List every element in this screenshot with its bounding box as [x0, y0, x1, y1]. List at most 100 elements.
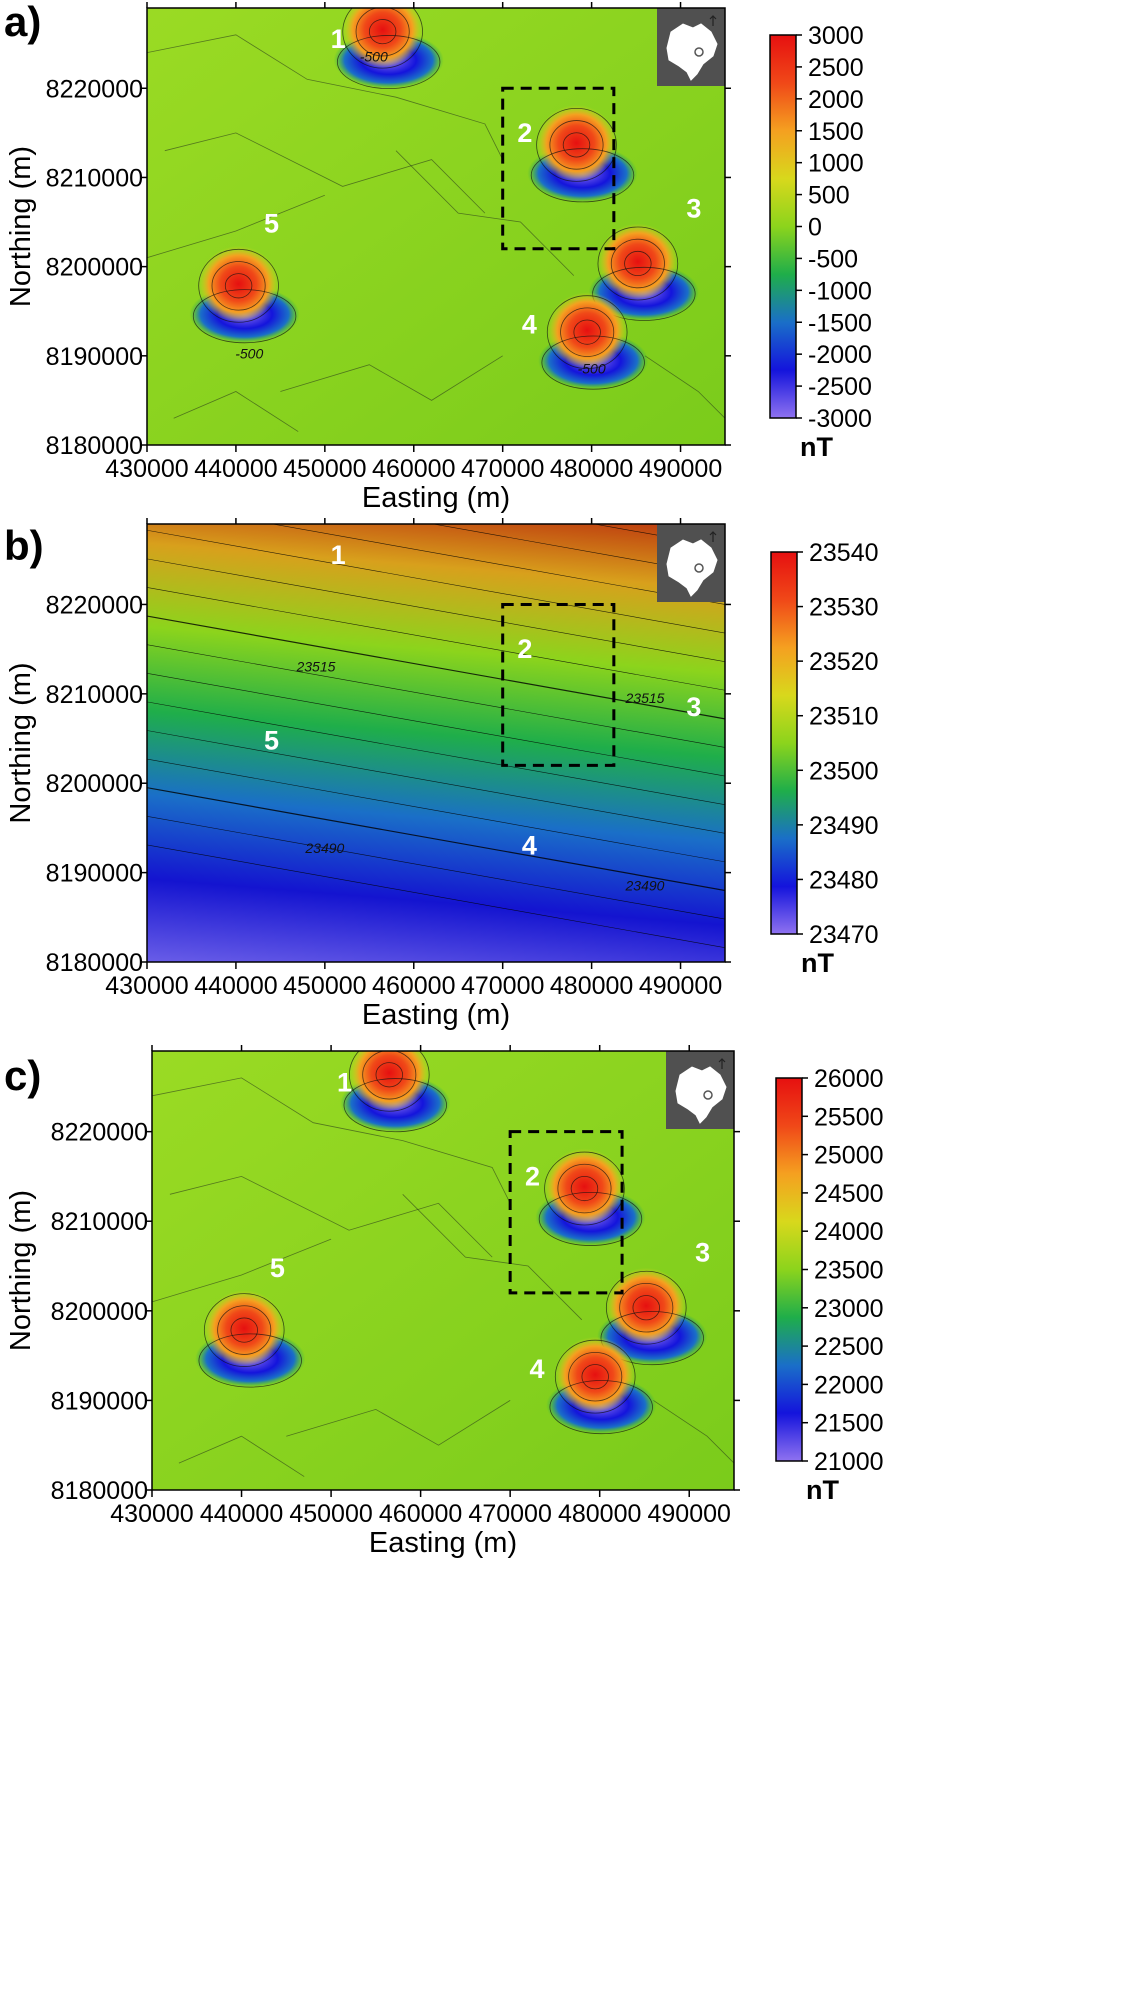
anomaly-high	[204, 1290, 285, 1367]
x-tick-label: 430000	[105, 455, 188, 483]
contour-line	[573, 319, 601, 345]
x-tick-label: 430000	[110, 1500, 193, 1528]
colorbar-unit: nT	[801, 948, 834, 978]
contour-line	[395, 150, 575, 276]
contour-line	[402, 1194, 583, 1321]
colorbar-tick-label: 23480	[809, 866, 879, 894]
colorbar-unit: nT	[800, 432, 833, 462]
contour-line	[230, 1317, 258, 1343]
contour-label: 23490	[304, 840, 344, 856]
study-area-box	[501, 86, 616, 251]
contour-line	[152, 1077, 511, 1204]
contour-line	[147, 787, 725, 892]
x-tick-label: 470000	[468, 1500, 551, 1528]
contour-line	[203, 1293, 285, 1367]
contour-line	[147, 615, 725, 720]
map-area: 23515 23515 23490 23490 1 2 3 4 5	[147, 524, 725, 962]
colorbar-tick-label: 2500	[808, 54, 864, 82]
contour-line	[644, 355, 725, 419]
colorbar-tick-label: 3000	[808, 22, 864, 50]
colorbar	[775, 1077, 803, 1462]
contour-line	[217, 1305, 272, 1355]
contour-line	[147, 558, 725, 662]
colorbar-tick-label: -3000	[808, 405, 872, 433]
zone-label: 3	[695, 1238, 710, 1268]
contour-line	[546, 295, 628, 370]
anomaly-high	[547, 292, 628, 369]
contour-line	[544, 1151, 625, 1226]
anomaly	[527, 104, 638, 203]
zone-label: 4	[529, 1354, 544, 1384]
contour-line	[605, 1270, 687, 1345]
contour-line	[152, 1238, 332, 1303]
contour-label: -500	[360, 49, 388, 65]
contour-line	[147, 529, 725, 634]
anomaly	[189, 245, 300, 344]
contour-line	[286, 1400, 511, 1446]
contour-line	[597, 226, 679, 301]
contour-line	[355, 8, 410, 57]
zone-label: 2	[517, 634, 532, 664]
contour-line	[147, 672, 725, 777]
anomaly-high	[544, 1148, 625, 1225]
contour-line	[147, 701, 725, 805]
zone-label: 3	[686, 194, 701, 224]
panel-label: b)	[4, 522, 44, 569]
contour-line	[368, 19, 397, 45]
x-axis-label: Easting (m)	[362, 999, 510, 1031]
colorbar-tick-label: 23470	[809, 921, 879, 949]
colorbar-tick-label: -1500	[808, 309, 872, 337]
locator-inset	[666, 1051, 734, 1129]
x-axis-label: Easting (m)	[362, 482, 510, 514]
x-tick-label: 480000	[550, 455, 633, 483]
anomaly	[340, 1051, 451, 1133]
colorbar-tick-label: 22500	[814, 1333, 884, 1361]
north-arrow-icon	[718, 1058, 726, 1069]
plot-frame	[146, 7, 726, 446]
y-tick-label: 8180000	[46, 949, 143, 977]
contour-line	[557, 1163, 612, 1214]
contour-line	[164, 132, 486, 214]
colorbar-tick-label: 1500	[808, 118, 864, 146]
location-marker-icon	[694, 563, 704, 573]
colorbar	[770, 551, 798, 935]
x-tick-label: 460000	[372, 972, 455, 1000]
zone-label: 5	[270, 1253, 285, 1283]
brazil-map-icon	[675, 1066, 727, 1124]
contour-line	[568, 1351, 623, 1402]
contour-line	[342, 8, 423, 69]
x-tick-label: 430000	[105, 972, 188, 1000]
contour-line	[536, 107, 617, 182]
anomaly	[333, 8, 444, 90]
contour-line	[224, 273, 253, 299]
contour-line	[530, 148, 635, 203]
plot-frame	[151, 1050, 735, 1491]
contour-line	[632, 1295, 660, 1321]
colorbar-tick-label: 21000	[814, 1448, 884, 1476]
y-tick-label: 8220000	[51, 1119, 148, 1147]
zone-label: 5	[264, 209, 279, 239]
y-tick-label: 8200000	[46, 254, 143, 282]
anomaly	[195, 1290, 306, 1388]
y-tick-label: 8220000	[46, 591, 143, 619]
zone-label: 4	[522, 831, 537, 861]
contour-line	[343, 1078, 447, 1133]
contour-line	[619, 1282, 674, 1333]
anomaly	[535, 1148, 646, 1246]
location-marker-icon	[694, 47, 704, 57]
contour-line	[348, 1051, 430, 1112]
x-tick-label: 490000	[648, 1500, 731, 1528]
zone-label: 2	[517, 118, 532, 148]
location-marker-icon	[703, 1090, 713, 1100]
study-area-box	[501, 602, 616, 767]
colorbar-tick-label: 23520	[809, 648, 879, 676]
contour-line	[280, 355, 503, 401]
colorbar-tick-label: 500	[808, 182, 850, 210]
x-tick-label: 440000	[194, 972, 277, 1000]
colorbar-tick-label: -1000	[808, 277, 872, 305]
contour-line	[147, 816, 725, 920]
contour-line	[581, 1364, 609, 1390]
colorbar-tick-label: 1000	[808, 150, 864, 178]
contour-label: -500	[578, 361, 606, 377]
zone-label: 1	[331, 540, 346, 570]
